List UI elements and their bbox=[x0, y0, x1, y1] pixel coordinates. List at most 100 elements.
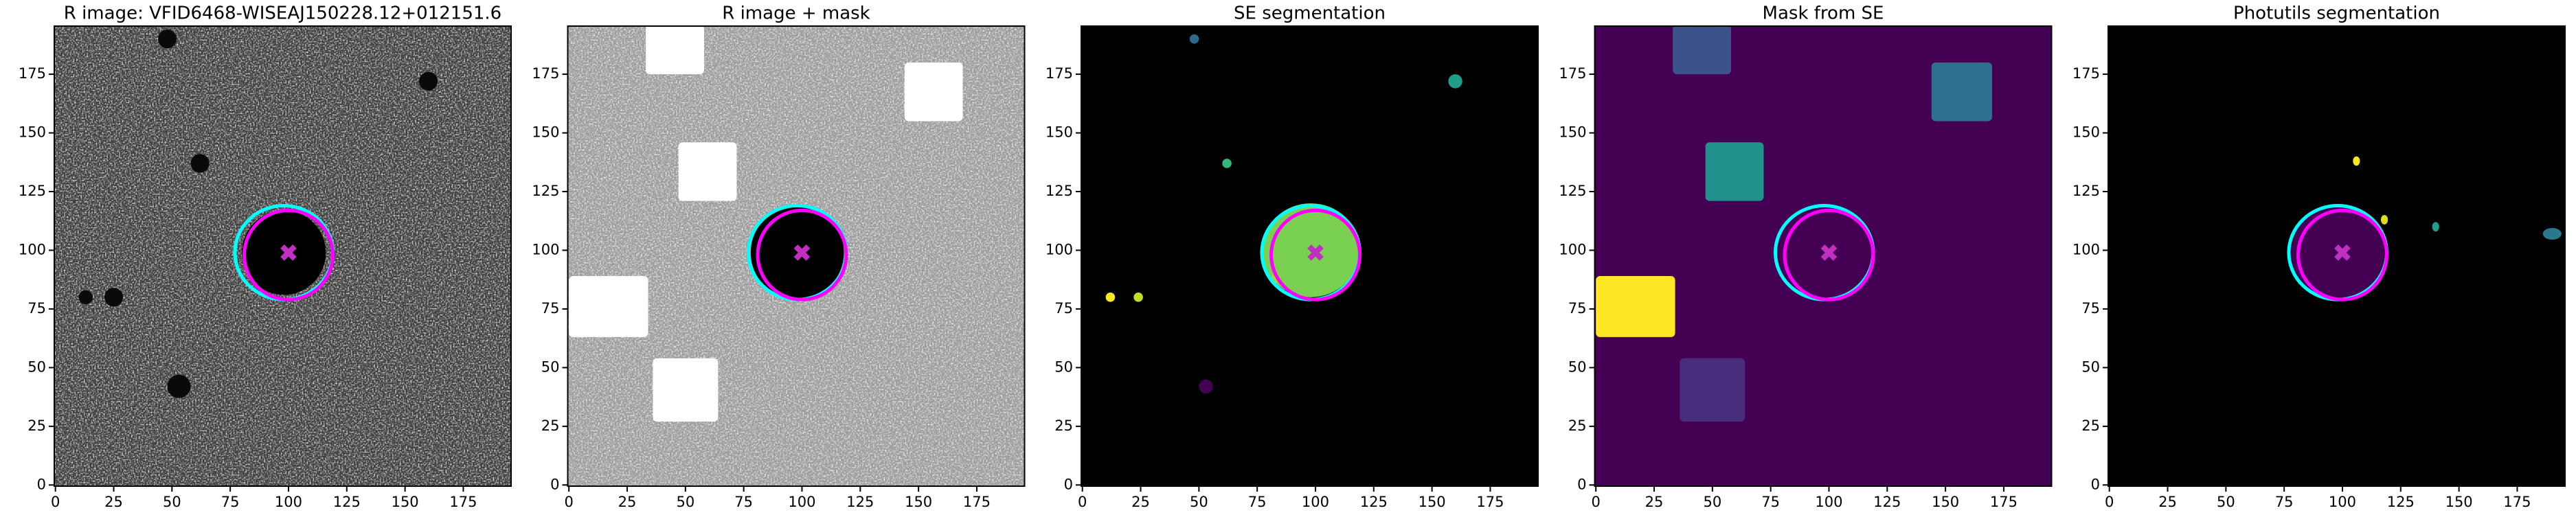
y-tick-label: 25 bbox=[1568, 417, 1587, 434]
segment bbox=[1705, 142, 1764, 201]
x-tick-label: 75 bbox=[2275, 494, 2294, 510]
y-tick-label: 50 bbox=[541, 358, 560, 375]
y-tick-label: 75 bbox=[2081, 300, 2100, 317]
overlay bbox=[242, 208, 335, 301]
segment bbox=[1448, 74, 1462, 89]
overlay bbox=[2296, 208, 2388, 301]
segment bbox=[569, 276, 648, 337]
segment bbox=[678, 142, 737, 201]
x-tick-label: 100 bbox=[1815, 494, 1842, 510]
panel-title: Mask from SE bbox=[1763, 3, 1884, 24]
segment bbox=[1680, 358, 1745, 422]
x-tick-label: 150 bbox=[2445, 494, 2473, 510]
segment bbox=[104, 288, 124, 307]
y-tick-label: 150 bbox=[1559, 124, 1586, 141]
y-tick-label: 75 bbox=[1568, 300, 1587, 317]
y-tick-label: 150 bbox=[2072, 124, 2100, 141]
x-tick-label: 125 bbox=[1873, 494, 1901, 510]
x-tick-label: 100 bbox=[788, 494, 815, 510]
x-tick-label: 25 bbox=[618, 494, 637, 510]
x-tick-label: 50 bbox=[163, 494, 181, 510]
y-tick-label: 150 bbox=[532, 124, 559, 141]
x-tick-label: 75 bbox=[734, 494, 753, 510]
y-tick-label: 25 bbox=[1054, 417, 1073, 434]
axes-frame bbox=[2108, 25, 2566, 487]
y-tick-label: 0 bbox=[550, 476, 559, 492]
y-tick-label: 175 bbox=[1559, 65, 1586, 82]
segment bbox=[750, 205, 844, 300]
x-tick-label: 0 bbox=[565, 494, 574, 510]
x-tick-label: 100 bbox=[275, 494, 302, 510]
segment bbox=[1596, 276, 1675, 337]
segment bbox=[1133, 292, 1143, 302]
segment bbox=[167, 374, 191, 398]
x-tick-label: 150 bbox=[392, 494, 419, 510]
x-tick-label: 75 bbox=[1761, 494, 1780, 510]
y-tick-label: 0 bbox=[1577, 476, 1586, 492]
segment bbox=[1222, 159, 1232, 168]
segment bbox=[2432, 222, 2439, 232]
x-tick-label: 150 bbox=[1419, 494, 1446, 510]
y-tick-label: 0 bbox=[1064, 476, 1073, 492]
segment bbox=[1105, 292, 1116, 302]
segment bbox=[646, 26, 704, 75]
y-tick-label: 0 bbox=[2091, 476, 2100, 492]
x-tick-label: 0 bbox=[51, 494, 60, 510]
overlay bbox=[1820, 244, 1838, 261]
x-tick-label: 150 bbox=[905, 494, 932, 510]
overlay bbox=[280, 244, 297, 261]
x-tick-label: 25 bbox=[1645, 494, 1664, 510]
segment bbox=[904, 62, 963, 122]
y-tick-label: 125 bbox=[1559, 183, 1586, 199]
x-tick-label: 175 bbox=[1990, 494, 2018, 510]
y-tick-label: 125 bbox=[19, 183, 46, 199]
y-tick-label: 50 bbox=[1568, 358, 1587, 375]
segment bbox=[2380, 215, 2388, 225]
x-tick-label: 50 bbox=[2217, 494, 2235, 510]
y-tick-label: 100 bbox=[2072, 241, 2100, 258]
y-tick-label: 125 bbox=[2072, 183, 2100, 199]
panel-title: Photutils segmentation bbox=[2233, 3, 2440, 24]
overlay bbox=[756, 208, 848, 301]
segment bbox=[242, 210, 326, 295]
x-tick-label: 0 bbox=[1592, 494, 1601, 510]
x-tick-label: 0 bbox=[2105, 494, 2114, 510]
segment bbox=[2291, 205, 2385, 300]
y-tick-label: 100 bbox=[19, 241, 46, 258]
overlay bbox=[2334, 244, 2351, 261]
x-tick-label: 175 bbox=[449, 494, 477, 510]
y-tick-label: 50 bbox=[1054, 358, 1073, 375]
y-tick-label: 75 bbox=[1054, 300, 1073, 317]
y-tick-label: 125 bbox=[1046, 183, 1073, 199]
panel bbox=[2108, 26, 2565, 486]
panel-title: SE segmentation bbox=[1234, 3, 1386, 24]
segment bbox=[190, 154, 210, 173]
segment bbox=[1931, 62, 1992, 122]
x-tick-label: 100 bbox=[2329, 494, 2356, 510]
x-tick-label: 175 bbox=[2503, 494, 2531, 510]
panel bbox=[1081, 26, 1538, 486]
y-tick-label: 75 bbox=[541, 300, 560, 317]
axes-frame bbox=[1594, 25, 2053, 487]
x-tick-label: 75 bbox=[1248, 494, 1267, 510]
y-tick-label: 125 bbox=[532, 183, 559, 199]
x-tick-label: 175 bbox=[963, 494, 991, 510]
panel bbox=[567, 26, 1025, 486]
x-tick-label: 50 bbox=[1190, 494, 1208, 510]
y-tick-label: 175 bbox=[1046, 65, 1073, 82]
x-tick-label: 150 bbox=[1932, 494, 1959, 510]
segment bbox=[653, 358, 719, 422]
y-tick-label: 150 bbox=[1046, 124, 1073, 141]
axes-frame bbox=[54, 25, 512, 487]
x-tick-label: 50 bbox=[1703, 494, 1721, 510]
overlay bbox=[793, 244, 811, 261]
y-tick-label: 175 bbox=[532, 65, 559, 82]
y-tick-label: 150 bbox=[19, 124, 46, 141]
axes-frame bbox=[1081, 25, 1539, 487]
x-tick-label: 125 bbox=[846, 494, 874, 510]
x-tick-label: 125 bbox=[333, 494, 361, 510]
x-tick-label: 125 bbox=[1360, 494, 1388, 510]
y-tick-label: 100 bbox=[532, 241, 559, 258]
